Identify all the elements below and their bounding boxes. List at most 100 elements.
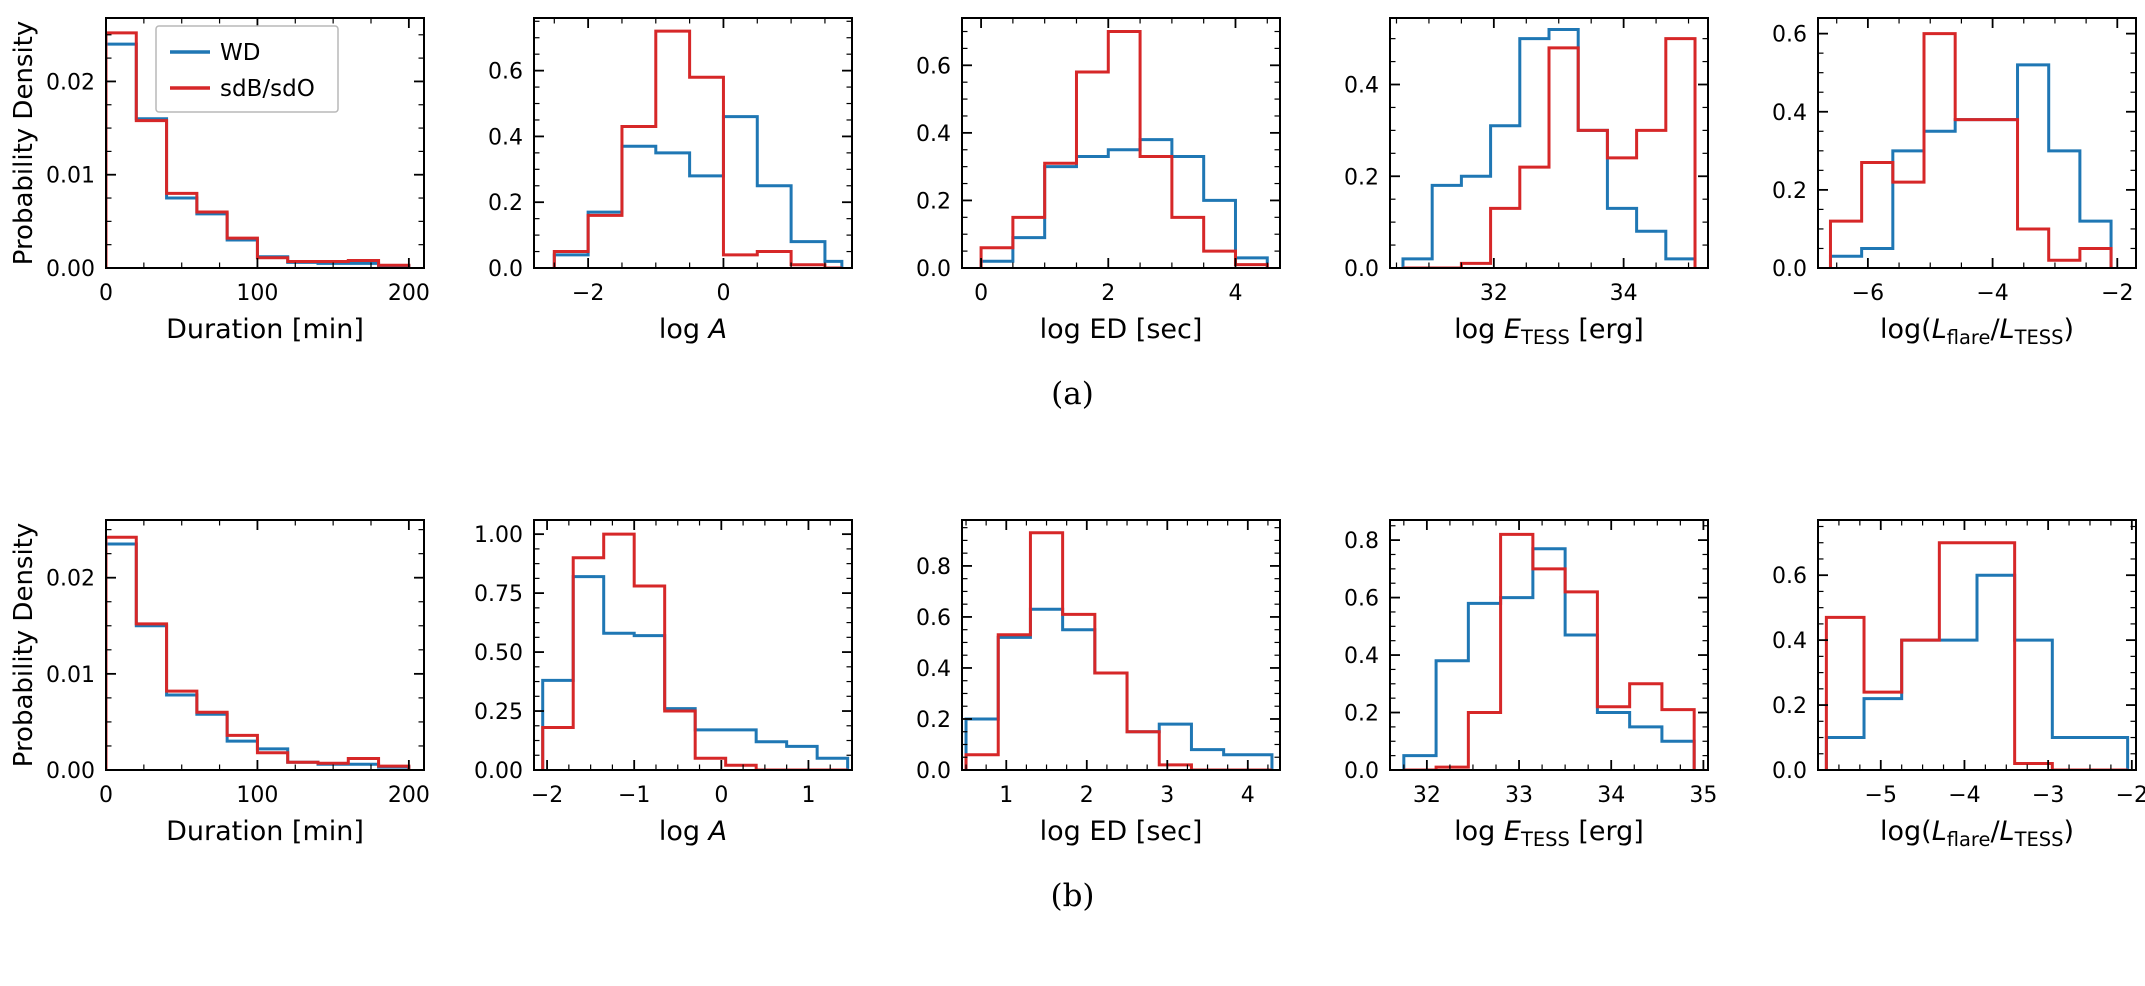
y-tick-label: 0.2 [1772, 179, 1807, 204]
x-axis-label: log(Lflare/LTESS) [1880, 314, 2074, 349]
y-tick-label: 0.4 [1772, 101, 1807, 126]
x-axis-label: log(Lflare/LTESS) [1880, 816, 2074, 851]
panel-b4: 32 33 34 35 0.0 0.2 0.4 0.6 0.8 log ETESS [erg] [1344, 519, 1717, 851]
x-tick-label: 0 [99, 783, 113, 808]
ticks [1817, 520, 2136, 771]
ticks [105, 520, 424, 771]
series-sdb-sdo [1402, 37, 1697, 268]
axes-box [1389, 519, 1709, 771]
x-axis-label: log ED [sec] [1040, 816, 1203, 847]
y-tick-label: 0.0 [1772, 759, 1807, 784]
panel-a2: −2 0 0.0 0.2 0.4 0.6 log A [488, 17, 853, 345]
series-wd [552, 115, 844, 268]
series-sdb-sdo [106, 31, 411, 268]
x-axis-label: Duration [min] [166, 816, 364, 847]
ticks [1818, 18, 2136, 269]
y-tick-label: 0.4 [1344, 644, 1379, 669]
series-wd [1828, 63, 2113, 268]
y-tick-label: 0.8 [1344, 529, 1379, 554]
x-tick-label: 33 [1505, 783, 1533, 808]
y-tick-label: 0.2 [916, 189, 951, 214]
axes-box [105, 519, 425, 771]
y-tick-label: 0.2 [1344, 165, 1379, 190]
y-tick-label: 0.00 [474, 759, 523, 784]
x-tick-label: −2 [531, 783, 563, 808]
series-sdb-sdo [1403, 532, 1696, 770]
x-tick-label: 0 [716, 281, 730, 306]
series-wd [1401, 27, 1697, 268]
x-tick-label: 1 [999, 783, 1013, 808]
x-tick-label: 200 [388, 281, 430, 306]
y-tick-label: 0.0 [488, 257, 523, 282]
axes-box [533, 17, 853, 269]
y-tick-label: 0.0 [1344, 257, 1379, 282]
ticks [1390, 18, 1708, 269]
y-tick-label: 0.6 [488, 60, 523, 85]
series-wd [979, 138, 1269, 268]
x-tick-label: 3 [1160, 783, 1174, 808]
x-tick-label: 0 [714, 783, 728, 808]
panel-a5: −6 −4 −2 0.0 0.2 0.4 0.6 log(Lflare/LTESS) [1772, 17, 2137, 349]
y-tick-label: 0.02 [46, 567, 95, 592]
y-tick-label: 0.50 [474, 641, 523, 666]
x-tick-label: −2 [2101, 281, 2133, 306]
series-sdb-sdo [106, 535, 411, 770]
series-sdb-sdo [1828, 32, 2113, 268]
x-tick-label: 100 [236, 281, 278, 306]
legend: WD sdB/sdO [155, 25, 339, 113]
panel-b2: −2 −1 0 1 0.00 0.25 0.50 0.75 1.00 log A [474, 519, 853, 847]
y-tick-label: 0.0 [916, 257, 951, 282]
y-tick-label: 0.2 [488, 191, 523, 216]
y-tick-label: 0.6 [916, 54, 951, 79]
panel-b1: 0 100 200 0.00 0.01 0.02 Duration [min] Probabi… [9, 519, 430, 847]
axes-box [961, 17, 1281, 269]
y-tick-label: 0.0 [1344, 759, 1379, 784]
axes-box [1817, 17, 2137, 269]
y-tick-label: 0.02 [46, 70, 95, 95]
legend-label: sdB/sdO [220, 76, 315, 102]
panel-b3: 1 2 3 4 0.0 0.2 0.4 0.6 0.8 log ED [sec] [916, 519, 1281, 847]
x-axis-label: Duration [min] [166, 314, 364, 345]
ticks [534, 18, 852, 269]
x-tick-label: 35 [1689, 783, 1717, 808]
ticks [962, 520, 1280, 771]
series-sdb-sdo [979, 30, 1269, 268]
x-tick-label: 200 [388, 783, 430, 808]
axes-box [961, 519, 1281, 771]
panel-a4: 32 34 0.0 0.2 0.4 log ETESS [erg] [1344, 17, 1709, 349]
x-tick-label: −4 [1948, 783, 1980, 808]
x-tick-label: 4 [1241, 783, 1255, 808]
y-tick-label: 0.00 [46, 759, 95, 784]
x-tick-label: −4 [1976, 281, 2008, 306]
y-tick-label: 0.4 [916, 122, 951, 147]
series-sdb-sdo [964, 531, 1272, 770]
y-tick-label: 0.6 [1772, 564, 1807, 589]
series-wd [541, 575, 850, 770]
x-tick-label: 34 [1610, 281, 1638, 306]
y-axis-label: Probability Density [9, 523, 39, 768]
x-tick-label: −2 [572, 281, 604, 306]
y-axis-label: Probability Density [9, 21, 39, 266]
y-tick-label: 0.6 [1772, 23, 1807, 48]
panel-a1: 0 100 200 0.00 0.01 0.02 Duration [min] Probabi… [9, 17, 430, 345]
x-tick-label: 1 [801, 783, 815, 808]
x-axis-label: log ETESS [erg] [1454, 816, 1644, 851]
y-tick-label: 0.75 [474, 582, 523, 607]
ticks [962, 18, 1280, 269]
x-tick-label: 32 [1480, 281, 1508, 306]
x-tick-label: −5 [1865, 783, 1897, 808]
series-sdb-sdo [1824, 541, 2128, 770]
x-tick-label: −3 [2032, 783, 2064, 808]
x-tick-label: 100 [236, 783, 278, 808]
y-tick-label: 0.0 [916, 759, 951, 784]
ticks [105, 18, 424, 269]
axes-box [1389, 17, 1709, 269]
y-tick-label: 0.4 [488, 125, 523, 150]
x-tick-label: −1 [618, 783, 650, 808]
x-axis-label: log ETESS [erg] [1454, 314, 1644, 349]
axes-box [533, 519, 853, 771]
x-axis-label: log A [659, 816, 727, 847]
y-tick-label: 0.01 [46, 663, 95, 688]
